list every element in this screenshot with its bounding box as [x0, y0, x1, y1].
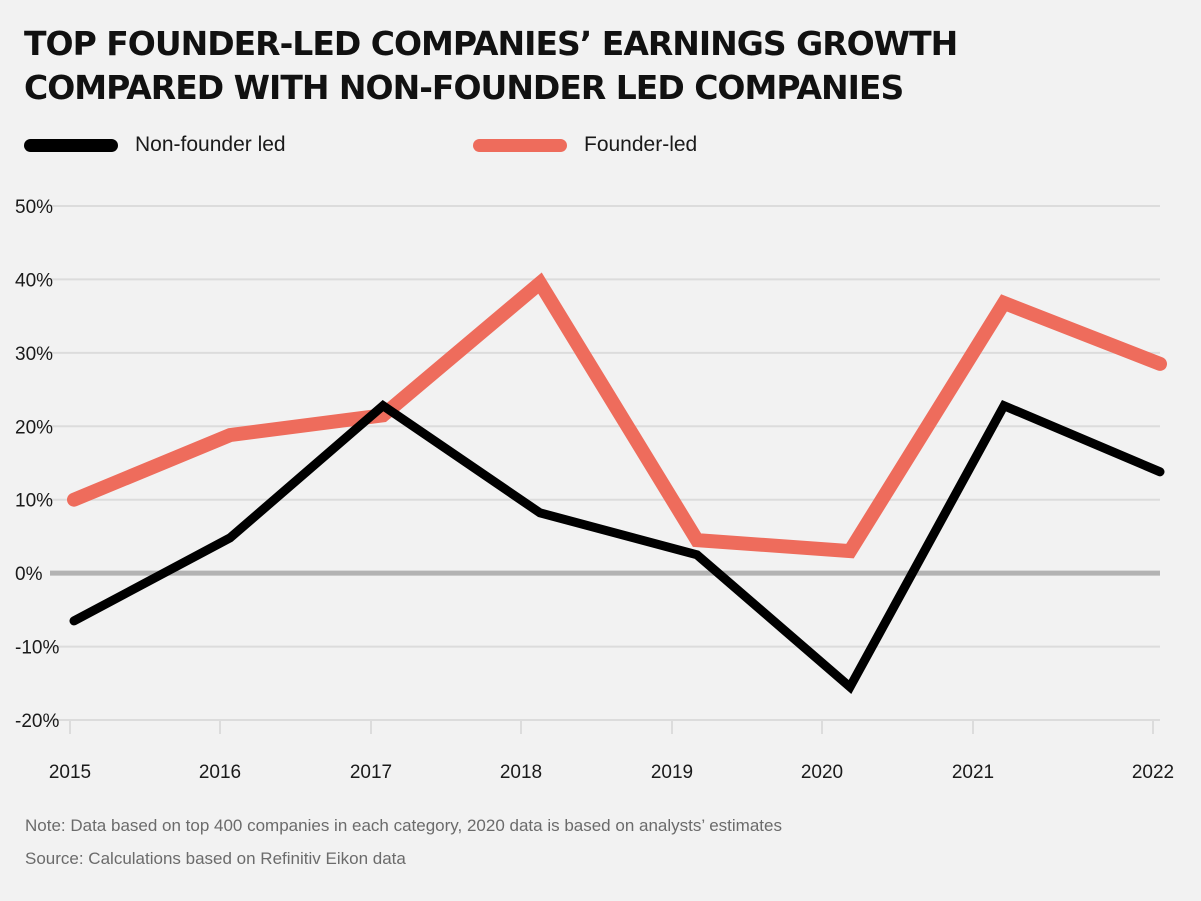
source-text: Source: Calculations based on Refinitiv … [25, 849, 406, 868]
chart-notes: Note: Data based on top 400 companies in… [25, 816, 782, 882]
y-tick-label-40: 40% [15, 270, 53, 291]
legend-item-non-founder-led: Non-founder led [24, 130, 286, 160]
legend-item-founder-led: Founder-led [473, 130, 697, 160]
y-tick-label-0: 0% [15, 564, 43, 585]
data-series [67, 272, 1167, 695]
chart-legend: Non-founder led Founder-led [0, 130, 1201, 160]
y-tick-label-10: 10% [15, 491, 53, 512]
gridlines [50, 205, 1160, 734]
legend-label-non-founder-led: Non-founder led [135, 133, 286, 156]
y-tick-label--10: -10% [15, 638, 59, 659]
x-tick-label-2020: 2020 [801, 762, 843, 783]
chart-title: TOP FOUNDER-LED COMPANIES’ EARNINGS GROW… [24, 22, 1174, 110]
legend-swatch-founder-led [473, 138, 567, 152]
x-tick-label-2017: 2017 [350, 762, 392, 783]
x-tick-label-2015: 2015 [49, 762, 91, 783]
x-tick-label-2019: 2019 [651, 762, 693, 783]
x-tick-label-2016: 2016 [199, 762, 241, 783]
series-line-non-founder-led [69, 399, 1165, 695]
y-tick-label-30: 30% [15, 344, 53, 365]
line-chart: 50%40%30%20%10%0%-10%-20% 2015 2016 2017 20… [15, 197, 1174, 783]
note-text: Note: Data based on top 400 companies in… [25, 816, 782, 835]
y-tick-label-50: 50% [15, 197, 53, 218]
x-tick-label-2021: 2021 [952, 762, 994, 783]
x-tick-label-2018: 2018 [500, 762, 542, 783]
chart-title-line-1: TOP FOUNDER-LED COMPANIES’ EARNINGS GROW… [24, 24, 958, 63]
y-tick-label-20: 20% [15, 417, 53, 438]
x-tick-label-2022: 2022 [1132, 762, 1174, 783]
series-line-founder-led [67, 272, 1167, 559]
y-tick-label--20: -20% [15, 711, 59, 732]
legend-swatch-non-founder-led [24, 138, 118, 152]
x-axis-tick-labels: 2015 2016 2017 2018 2019 2020 2021 2022 [49, 762, 1174, 783]
y-axis-tick-labels: 50% 40% 30% 20% 10% 0% -10% -20% [15, 197, 59, 732]
chart-title-line-2: COMPARED WITH NON-FOUNDER LED COMPANIES [24, 68, 904, 107]
legend-label-founder-led: Founder-led [584, 133, 698, 156]
